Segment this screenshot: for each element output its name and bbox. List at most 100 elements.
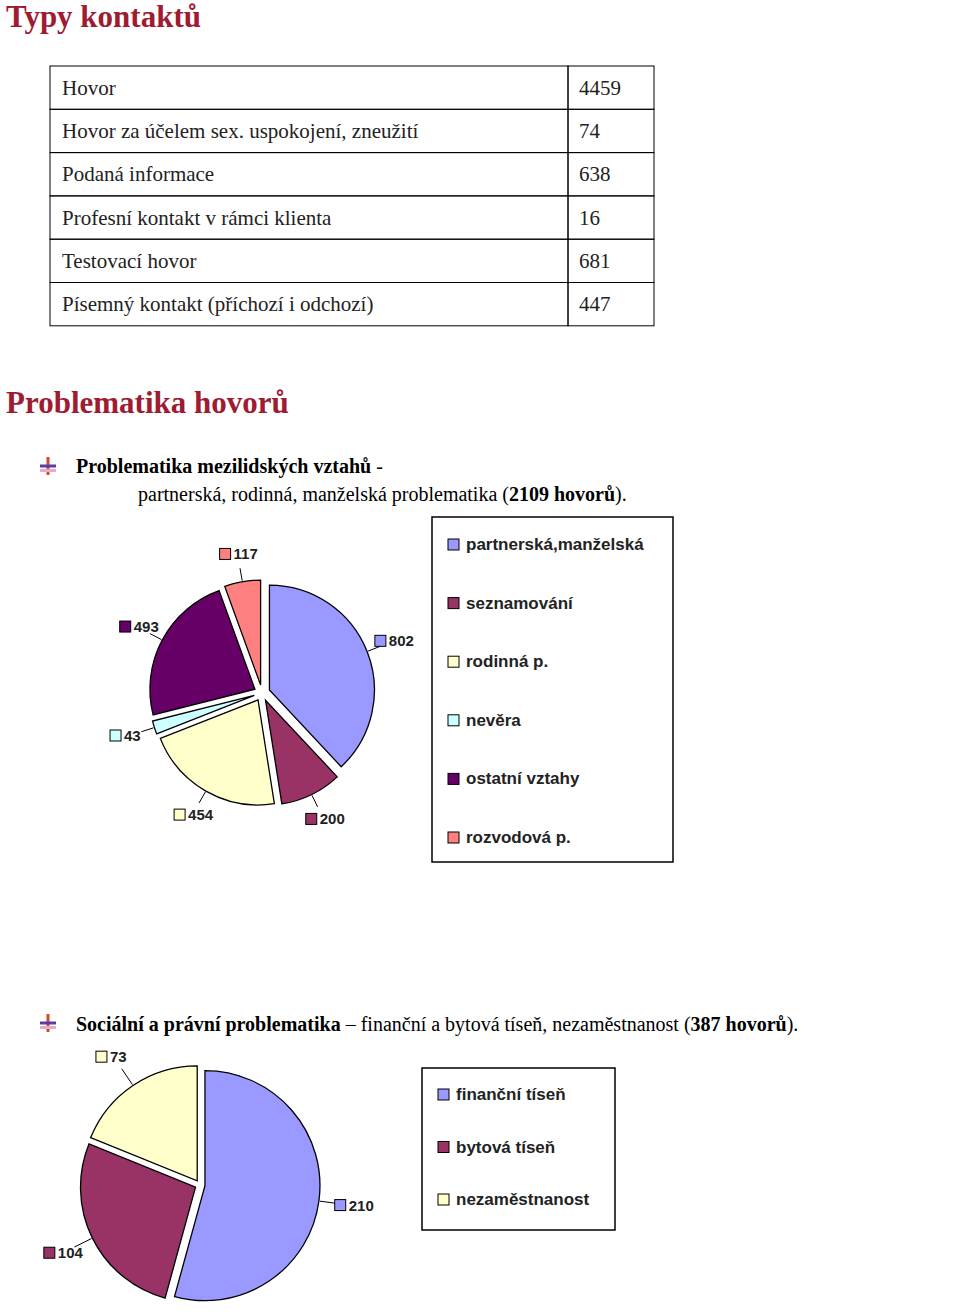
table-value: 638 [579,162,611,186]
table-cell [568,283,654,326]
data-label-text: 104 [58,1244,84,1261]
bullet-part [40,1026,56,1029]
title: Typy kontaktů [6,0,201,34]
legend-key [438,1142,449,1153]
bullet-part [40,465,56,468]
data-label: 210 [335,1197,374,1214]
pie-slice [225,580,261,685]
bullet-icon [40,1014,56,1032]
heading-part: partnerská, rodinná, manželská problemat… [138,483,509,506]
table-label: Hovor za účelem sex. uspokojení, zneužit… [62,119,418,143]
data-label-text: 454 [188,806,214,823]
legend-entry: finanční tíseň [456,1085,566,1104]
heading-part: Sociální a právní problematika [76,1013,341,1036]
pie-slice [91,1066,198,1181]
data-label-text: 117 [234,545,258,562]
label-key [110,730,121,741]
leader-line [199,792,205,803]
slices [150,580,375,805]
legend-key [448,832,459,843]
table-cell [568,153,654,196]
legend-key [448,598,459,609]
bullet-part [40,469,56,472]
table-label: Testovací hovor [62,249,196,273]
data-label: 73 [96,1048,127,1065]
bullet-part [40,1022,56,1025]
table-cell [50,66,568,109]
heading-part: ). [787,1013,799,1036]
label-key [220,548,231,559]
table-cell [50,239,568,282]
table-value: 4459 [579,76,621,100]
legend: partnerská,manželskáseznamovánírodinná p… [432,517,673,862]
table-cell [568,239,654,282]
legend: finanční tíseňbytová tíseňnezaměstnanost [422,1068,615,1230]
table-label: Podaná informace [62,162,214,186]
data-label: 200 [306,810,345,827]
leader-line [122,1069,133,1085]
label-key [306,813,317,824]
legend-entry: rozvodová p. [466,828,571,847]
data-label: 493 [120,618,159,635]
leader-line [240,568,242,581]
table-value: 16 [579,206,600,230]
legend-key [438,1089,449,1100]
table-cell [50,283,568,326]
data-label-text: 802 [389,632,414,649]
label-key [375,635,386,646]
data-label-text: 210 [349,1197,374,1214]
data-label: 802 [375,632,414,649]
legend-box [422,1068,615,1230]
data-label-text: 493 [134,618,159,635]
table-label: Profesní kontakt v rámci klienta [62,206,332,230]
legend-entry: nevěra [466,711,521,730]
heading-part: – finanční a bytová tíseň, nezaměstnanos… [341,1013,691,1036]
legend-entry: partnerská,manželská [466,535,644,554]
heading-part: 2109 hovorů [509,483,615,505]
slices [81,1066,320,1301]
legend-box [432,517,673,862]
table-cell [568,196,654,239]
section-title: Problematika hovorů [6,385,289,420]
pie-slice [266,700,338,804]
table-cell [50,153,568,196]
label-key [174,809,185,820]
leader-line [312,795,318,806]
chart-heading: partnerská, rodinná, manželská problemat… [138,483,627,506]
table-value: 74 [579,119,601,143]
legend-key [448,773,459,784]
table-value: 681 [579,249,611,273]
legend-key [448,656,459,667]
chart-heading: Sociální a právní problematika – finančn… [76,1013,798,1036]
data-labels: 802 200 454 43 493 117 [110,545,414,827]
table-cell [568,66,654,109]
pie-chart: 802 200 454 43 493 117 partnerská,manželskásez… [110,517,673,862]
data-label: 43 [110,727,141,744]
table-label: Hovor [62,76,116,100]
legend-entry: nezaměstnanost [456,1190,590,1209]
page: Typy kontaktů Hovor 4459 Hovor za účelem se… [0,0,960,1312]
chart-heading: Problematika mezilidských vztahů - [76,455,383,478]
heading-part: 387 hovorů [691,1013,787,1035]
data-label-text: 73 [110,1048,127,1065]
heading-part: - [371,455,383,477]
data-label: 454 [174,806,214,823]
table-label: Písemný kontakt (příchozí i odchozí) [62,292,373,316]
data-label: 104 [44,1244,84,1261]
table-value: 447 [579,292,611,316]
legend-key [448,715,459,726]
legend-key [438,1194,449,1205]
table-cell [50,196,568,239]
legend-entry: rodinná p. [466,652,548,671]
leader-line [368,646,380,651]
legend-key [448,539,459,550]
data-label: 117 [220,545,258,562]
data-label-text: 200 [320,810,345,827]
leader-line [141,728,153,732]
label-key [335,1200,346,1211]
heading-part: Problematika mezilidských vztahů [76,455,371,478]
heading-part: ). [615,483,627,506]
bullet-icon [40,457,56,475]
data-label-text: 43 [124,727,141,744]
legend-entry: ostatní vztahy [466,769,580,788]
